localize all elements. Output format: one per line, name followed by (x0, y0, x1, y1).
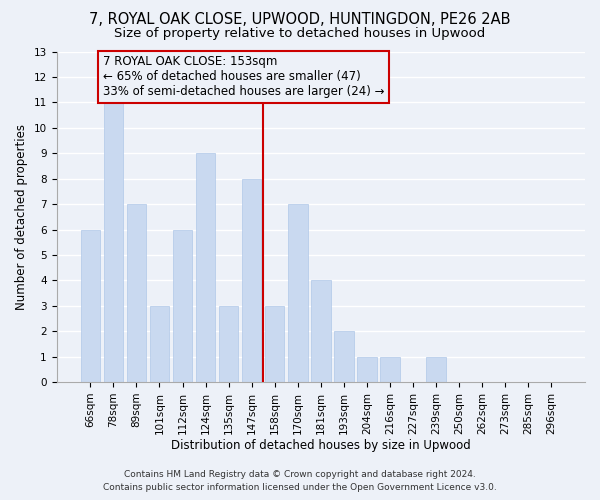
Bar (288, 204, 308, 382)
X-axis label: Distribution of detached houses by size in Upwood: Distribution of detached houses by size … (171, 440, 470, 452)
Text: 7, ROYAL OAK CLOSE, UPWOOD, HUNTINGDON, PE26 2AB: 7, ROYAL OAK CLOSE, UPWOOD, HUNTINGDON, … (89, 12, 511, 28)
Text: Size of property relative to detached houses in Upwood: Size of property relative to detached ho… (115, 28, 485, 40)
Bar (426, 356, 446, 382)
Bar (357, 356, 377, 382)
Bar (127, 204, 146, 382)
Bar (242, 178, 262, 382)
Text: Contains HM Land Registry data © Crown copyright and database right 2024.
Contai: Contains HM Land Registry data © Crown c… (103, 470, 497, 492)
Bar (173, 230, 193, 382)
Bar (380, 356, 400, 382)
Bar (196, 153, 215, 382)
Bar (311, 280, 331, 382)
Y-axis label: Number of detached properties: Number of detached properties (15, 124, 28, 310)
Text: 7 ROYAL OAK CLOSE: 153sqm
← 65% of detached houses are smaller (47)
33% of semi-: 7 ROYAL OAK CLOSE: 153sqm ← 65% of detac… (103, 56, 385, 98)
Bar (334, 331, 353, 382)
Bar (80, 230, 100, 382)
Bar (219, 306, 238, 382)
Bar (149, 306, 169, 382)
Bar (265, 306, 284, 382)
Bar (104, 102, 123, 382)
